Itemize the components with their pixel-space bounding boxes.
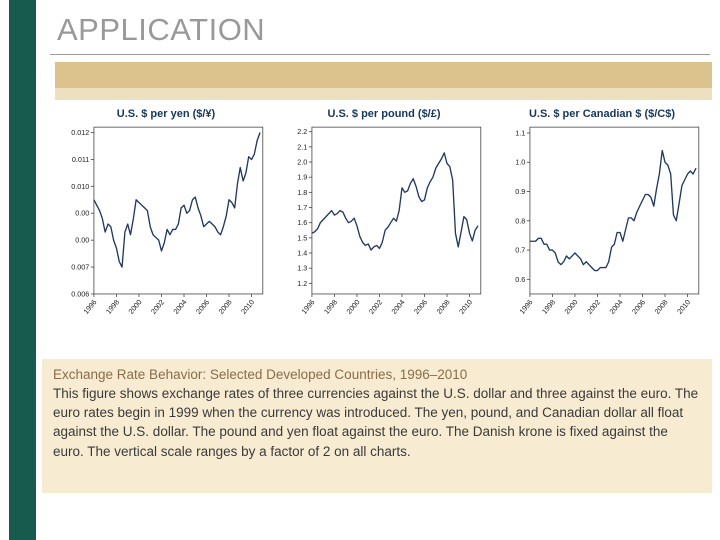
svg-text:2004: 2004 <box>389 298 406 316</box>
svg-text:2004: 2004 <box>607 298 624 316</box>
yen-chart-title: U.S. $ per yen ($/¥) <box>116 108 216 120</box>
svg-text:0.012: 0.012 <box>71 128 89 137</box>
title-underline <box>50 54 710 55</box>
cad-chart-canvas: 1.1 1.0 0.9 0.8 0.7 0.6 1996 1998 2000 2002 2004 20… <box>515 126 700 316</box>
svg-text:2006: 2006 <box>412 298 429 316</box>
svg-text:1998: 1998 <box>104 298 121 316</box>
svg-text:2000: 2000 <box>562 298 579 316</box>
chart-usd-per-yen: U.S. $ per yen ($/¥) 0.012 0.011 0.010 0.00… <box>60 108 272 330</box>
svg-text:2010: 2010 <box>675 298 692 316</box>
svg-text:2002: 2002 <box>149 298 166 316</box>
svg-text:1.1: 1.1 <box>515 128 525 137</box>
svg-text:1.9: 1.9 <box>297 173 307 182</box>
svg-text:2006: 2006 <box>194 298 211 316</box>
svg-text:2000: 2000 <box>344 298 361 316</box>
svg-text:0.007: 0.007 <box>71 263 89 272</box>
svg-text:2010: 2010 <box>239 298 256 316</box>
slide-title: APPLICATION <box>57 12 266 47</box>
pound-chart-title: U.S. $ per pound ($/£) <box>327 108 441 120</box>
svg-text:1.0: 1.0 <box>515 158 525 167</box>
svg-text:2008: 2008 <box>652 298 669 316</box>
svg-text:2004: 2004 <box>171 298 188 316</box>
svg-text:2008: 2008 <box>216 298 233 316</box>
svg-text:1.2: 1.2 <box>297 279 307 288</box>
svg-text:0.9: 0.9 <box>515 187 525 196</box>
chart-usd-per-canadian-dollar: U.S. $ per Canadian $ ($/C$) 1.1 1.0 0.9 0.… <box>496 108 708 330</box>
svg-text:2002: 2002 <box>585 298 602 316</box>
svg-text:2.2: 2.2 <box>297 127 307 136</box>
svg-text:1.4: 1.4 <box>297 248 307 257</box>
cad-chart-title: U.S. $ per Canadian $ ($/C$) <box>528 108 676 120</box>
svg-text:1996: 1996 <box>81 298 98 316</box>
svg-text:2006: 2006 <box>630 298 647 316</box>
svg-text:1.6: 1.6 <box>297 218 307 227</box>
left-accent-bar <box>9 0 36 540</box>
svg-text:2000: 2000 <box>126 298 143 316</box>
charts-panel: U.S. $ per yen ($/¥) 0.012 0.011 0.010 0.00… <box>58 100 710 356</box>
svg-text:2008: 2008 <box>434 298 451 316</box>
caption-box: Exchange Rate Behavior: Selected Develop… <box>42 359 712 493</box>
svg-text:0.7: 0.7 <box>515 246 525 255</box>
chart-usd-per-pound: U.S. $ per pound ($/£) 2.2 2.1 2.0 1.9 1.8 1.… <box>278 108 490 330</box>
caption-body: This figure shows exchange rates of thre… <box>53 386 699 459</box>
svg-text:1996: 1996 <box>299 298 316 316</box>
pound-chart-canvas: 2.2 2.1 2.0 1.9 1.8 1.7 1.6 1.5 1.4 1.3 1.2 1996 199… <box>297 126 482 316</box>
svg-text:1.3: 1.3 <box>297 264 307 273</box>
svg-text:0.010: 0.010 <box>71 182 89 191</box>
caption-heading: Exchange Rate Behavior: Selected Develop… <box>53 367 468 382</box>
svg-text:0.00: 0.00 <box>75 209 89 218</box>
svg-text:0.006: 0.006 <box>71 289 89 298</box>
header-band-light-stripe <box>55 88 712 100</box>
svg-text:1998: 1998 <box>322 298 339 316</box>
svg-text:1.7: 1.7 <box>297 203 307 212</box>
svg-text:1998: 1998 <box>540 298 557 316</box>
svg-text:1996: 1996 <box>517 298 534 316</box>
svg-text:2.1: 2.1 <box>297 142 307 151</box>
svg-text:0.00: 0.00 <box>75 236 89 245</box>
svg-text:0.011: 0.011 <box>72 155 89 164</box>
svg-text:2010: 2010 <box>457 298 474 316</box>
svg-text:0.6: 0.6 <box>515 275 525 284</box>
svg-text:2002: 2002 <box>367 298 384 316</box>
svg-text:2.0: 2.0 <box>297 157 307 166</box>
svg-text:0.8: 0.8 <box>515 216 525 225</box>
svg-text:1.5: 1.5 <box>297 233 307 242</box>
svg-text:1.8: 1.8 <box>297 188 307 197</box>
